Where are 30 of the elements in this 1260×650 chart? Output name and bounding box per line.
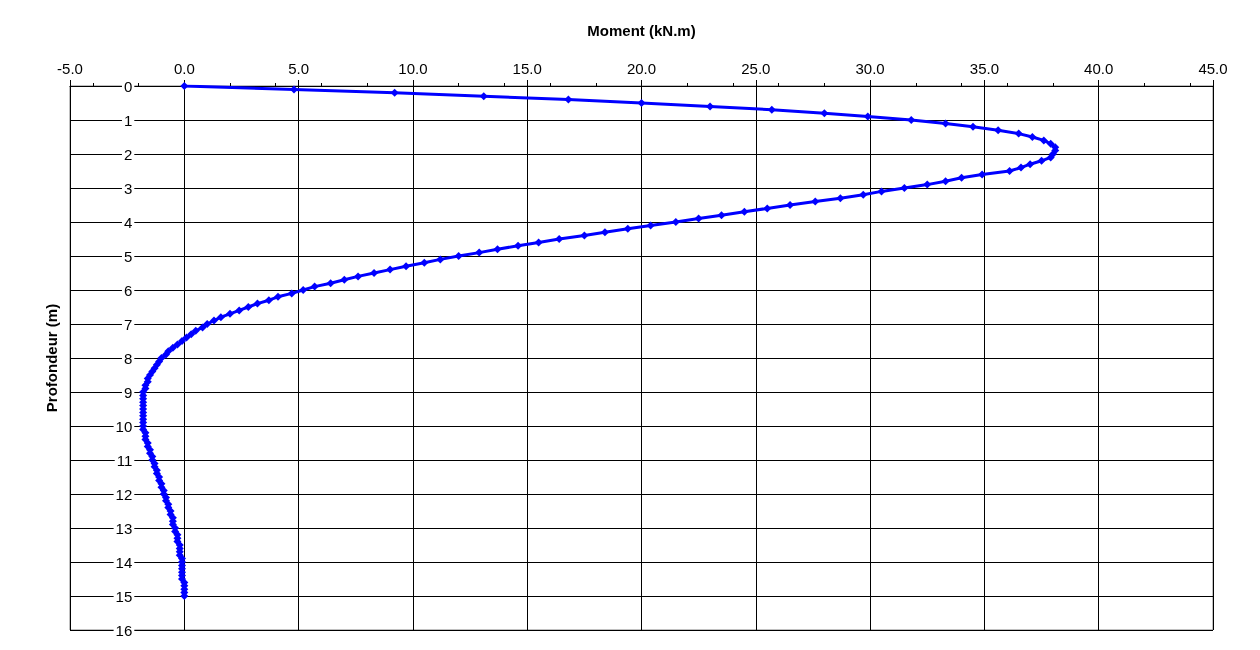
x-tick-label: 35.0 (969, 60, 999, 77)
y-tick-label: 2 (123, 145, 133, 163)
x-tick-label: 40.0 (1084, 60, 1114, 77)
x-tick-label: 45.0 (1198, 60, 1228, 77)
y-axis-title: Profondeur (m) (43, 303, 61, 413)
y-tick-label: 13 (115, 519, 133, 537)
y-tick-label: 3 (123, 179, 133, 197)
y-tick-label: 7 (123, 315, 133, 333)
y-tick-label: 10 (115, 417, 133, 435)
y-tick-label: 6 (123, 281, 133, 299)
y-tick-label: 1 (123, 111, 133, 129)
y-tick-label: 0 (123, 77, 133, 95)
x-tick-label: 5.0 (288, 60, 310, 77)
y-tick-label: 5 (123, 247, 133, 265)
x-axis-title: Moment (kN.m) (587, 22, 696, 39)
y-tick-label: 12 (115, 485, 133, 503)
x-tick-label: 30.0 (855, 60, 885, 77)
x-tick-label: 20.0 (626, 60, 657, 77)
y-tick-label: 8 (123, 349, 133, 367)
x-tick-label: 15.0 (512, 60, 542, 77)
x-tick-label: -5.0 (57, 60, 83, 77)
y-tick-label: 9 (123, 383, 133, 401)
x-tick-label: 10.0 (398, 60, 428, 77)
x-tick-label: 25.0 (741, 60, 771, 77)
y-tick-label: 11 (116, 451, 133, 469)
y-tick-label: 4 (123, 213, 133, 231)
y-tick-label: 14 (115, 553, 133, 571)
y-tick-label: 15 (115, 587, 133, 605)
y-tick-label: 16 (115, 621, 133, 639)
x-tick-label: 0.0 (173, 60, 195, 77)
